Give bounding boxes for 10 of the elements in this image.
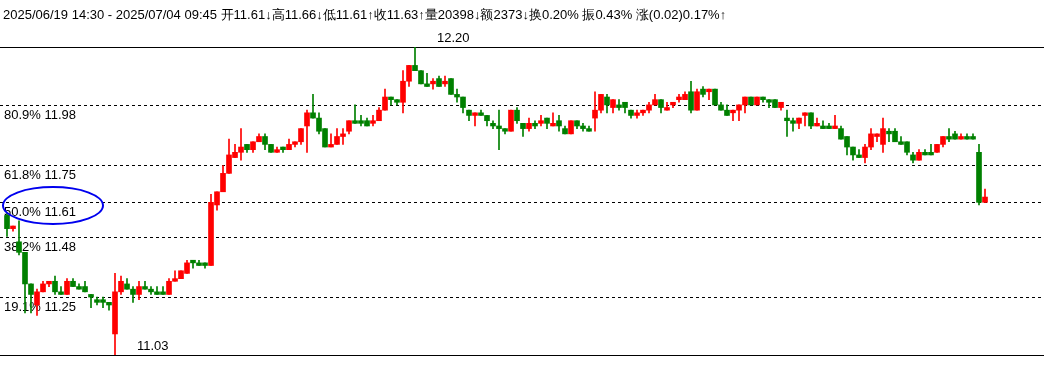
candlestick [508,109,514,132]
ref-line-label: 80.9% 11.98 [4,106,77,122]
candlestick [568,120,574,135]
candlestick [712,88,718,106]
annotation: 12.20 [437,30,470,46]
annotation: 11.03 [137,338,169,354]
candlestick [748,96,754,106]
candlestick [754,96,760,106]
ref-line-label: 61.8% 11.75 [4,166,77,182]
chart-title: 2025/06/19 14:30 - 2025/07/04 09:45 开11.61↓高11.66↓低11.61↑收11.63↑量20398↓额2373↓换0.20% 振0.43% 涨(0.02)0.17%↑ [3,6,727,24]
